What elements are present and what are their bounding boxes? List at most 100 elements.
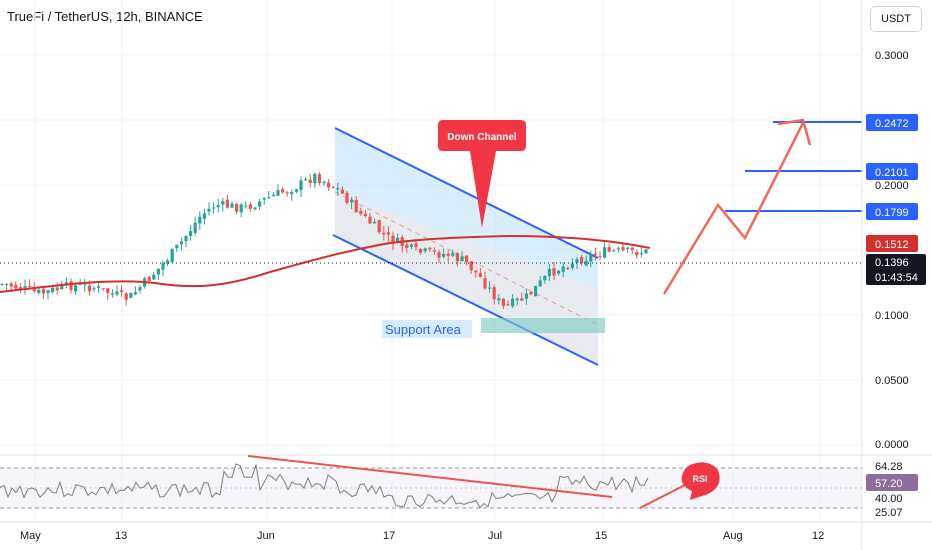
time-tick-3: 17	[383, 530, 395, 542]
candle-body-17	[78, 283, 82, 285]
rsi-current-text: 57.20	[875, 478, 903, 490]
candle-body-129	[593, 253, 597, 256]
candle-body-34	[156, 268, 160, 275]
price-tick-3: 0.0500	[875, 375, 909, 387]
ma-badge	[866, 235, 918, 252]
currency-selector[interactable]: USDT	[870, 6, 922, 32]
projection-arrow	[662, 118, 812, 295]
candle-body-93	[428, 247, 432, 250]
candle-body-92	[423, 248, 427, 252]
candle-body-131	[603, 247, 607, 258]
candle-body-107	[492, 287, 496, 300]
candle-body-90	[414, 243, 418, 248]
candle-body-101	[465, 255, 469, 263]
candle-body-14	[64, 282, 68, 284]
time-tick-5: 15	[595, 530, 607, 542]
candle-body-57	[262, 197, 266, 200]
candle-body-33	[152, 274, 156, 280]
candle-body-78	[359, 210, 363, 214]
candle-body-56	[258, 201, 262, 207]
candle-body-103	[474, 270, 478, 273]
candle-body-80	[368, 216, 372, 224]
candle-body-120	[552, 268, 556, 276]
candle-body-3	[14, 284, 18, 289]
candle-body-108	[497, 298, 501, 301]
rsi-tick-0: 64.28	[875, 461, 903, 473]
callout-shape	[438, 120, 526, 228]
candle-body-42	[193, 222, 197, 233]
candle-body-1	[5, 283, 9, 285]
candle-body-10	[46, 290, 50, 294]
candle-body-38	[175, 244, 179, 249]
candle-body-140	[644, 249, 648, 254]
rsi-tick-2: 25.07	[875, 507, 903, 519]
candle-body-0	[0, 283, 4, 285]
down-channel-callout: Down Channel	[438, 120, 526, 228]
candle-body-134	[616, 248, 620, 250]
candle-body-40	[184, 235, 188, 242]
rsi-line	[0, 463, 649, 509]
candle-body-25	[115, 291, 119, 295]
candle-body-7	[32, 287, 36, 292]
target-lines	[725, 121, 862, 212]
rsi-arrow	[639, 484, 686, 509]
candle-body-139	[639, 253, 643, 255]
candle-body-39	[179, 241, 183, 245]
candle-body-98	[451, 252, 455, 256]
candle-body-41	[189, 231, 193, 236]
candle-body-88	[405, 244, 409, 248]
candle-body-51	[235, 203, 239, 212]
candle-body-35	[161, 263, 165, 270]
callout-label: Down Channel	[447, 132, 517, 143]
candle-body-61	[281, 189, 285, 193]
candle-body-16	[74, 285, 78, 292]
countdown-text: 01:43:54	[875, 272, 918, 284]
price-tick-0: 0.3000	[875, 50, 909, 62]
target-badge-1	[866, 114, 918, 131]
support-area: Support Area	[382, 318, 605, 338]
price-tick-4: 0.0000	[875, 439, 909, 451]
candle-body-29	[133, 292, 137, 295]
candle-body-49	[225, 199, 229, 208]
candle-body-86	[396, 237, 400, 243]
candle-body-96	[442, 253, 446, 257]
ma-badge-text: 0.1512	[875, 239, 909, 251]
candle-body-21	[97, 286, 101, 288]
rsi-current-badge	[866, 474, 918, 491]
candle-body-94	[432, 250, 436, 252]
candle-body-83	[382, 232, 386, 235]
candle-body-127	[584, 260, 588, 266]
candle-body-15	[69, 281, 73, 291]
last-price-badge	[866, 254, 926, 285]
candle-body-66	[304, 179, 308, 181]
time-tick-2: Jun	[257, 530, 275, 542]
projection-path	[662, 122, 805, 295]
candle-body-130	[598, 256, 602, 258]
candle-body-97	[446, 253, 450, 256]
candle-body-67	[308, 179, 312, 183]
candle-body-65	[299, 180, 303, 191]
channel-lower-line	[332, 234, 599, 366]
time-tick-7: 12	[812, 530, 824, 542]
candle-body-79	[363, 213, 367, 216]
candle-body-100	[460, 256, 464, 262]
candle-body-119	[547, 268, 551, 277]
candle-body-110	[506, 304, 510, 306]
candle-body-73	[336, 188, 340, 190]
candle-body-118	[543, 275, 547, 281]
candle-body-136	[626, 247, 630, 249]
candle-body-45	[207, 208, 211, 212]
candle-body-43	[198, 216, 202, 224]
candle-body-6	[28, 285, 32, 287]
rsi-callout	[681, 462, 720, 500]
price-tick-1: 0.2000	[875, 180, 909, 192]
time-tick-6: Aug	[723, 530, 743, 542]
candle-body-95	[437, 252, 441, 258]
candle-body-58	[267, 197, 271, 199]
candle-body-9	[41, 289, 45, 294]
candle-body-63	[290, 192, 294, 195]
candle-body-128	[589, 254, 593, 262]
projection-arrowhead	[777, 118, 812, 146]
candle-body-27	[124, 293, 128, 300]
